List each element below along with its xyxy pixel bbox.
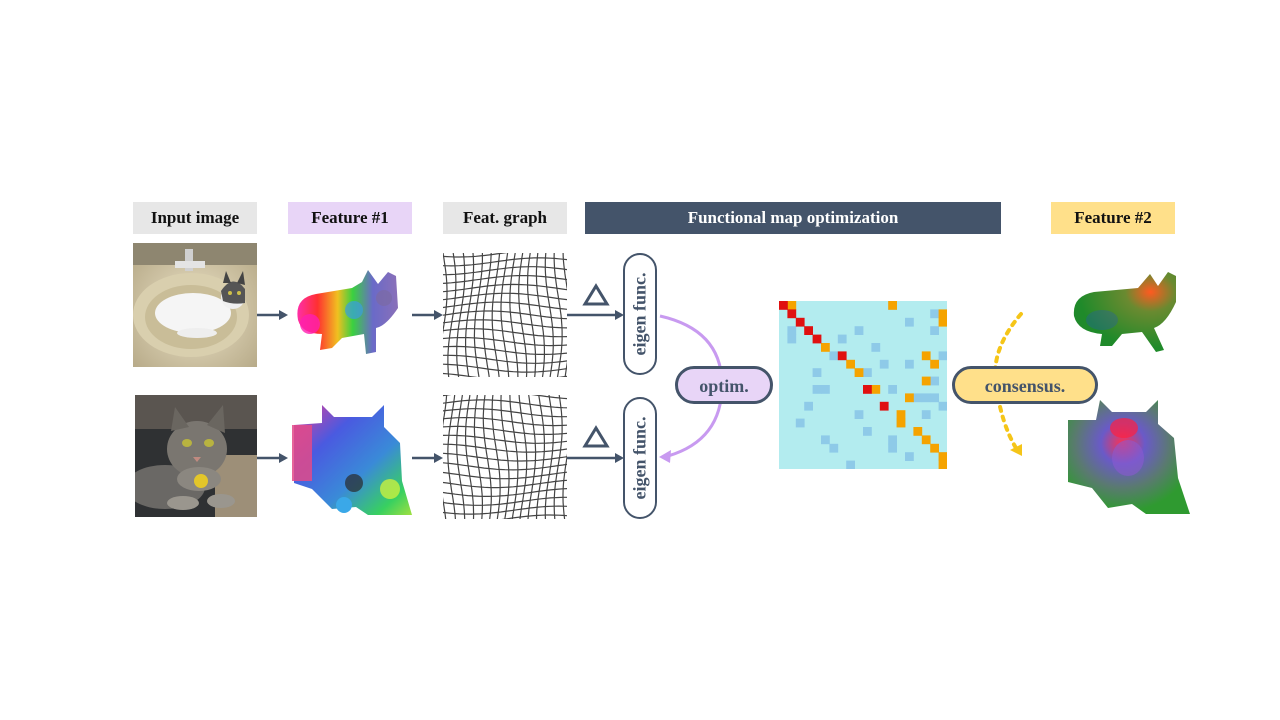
matrix-cell (837, 334, 847, 344)
matrix-cell (879, 401, 889, 411)
feat-graph-bottom (443, 395, 567, 519)
matrix-cell (854, 326, 864, 335)
matrix-cell (804, 401, 813, 411)
header-input-image: Input image (133, 202, 257, 234)
laplacian-triangle-icon (582, 425, 610, 448)
matrix-cell (905, 359, 914, 369)
matrix-cell (896, 418, 906, 428)
matrix-cell (938, 460, 947, 469)
feature2-map-top (1072, 270, 1176, 354)
header-feature-2: Feature #2 (1051, 202, 1175, 234)
laplacian-triangle-icon (582, 283, 610, 306)
matrix-cell (863, 368, 872, 377)
matrix-cell (913, 393, 923, 403)
matrix-cell (930, 393, 939, 403)
matrix-cell (829, 443, 839, 453)
matrix-cell (930, 359, 939, 369)
matrix-cell (938, 317, 947, 327)
eigen-func-node-top: eigen func. (623, 253, 657, 375)
matrix-cell (921, 435, 931, 445)
matrix-cell (812, 385, 822, 394)
optim-node: optim. (675, 366, 773, 404)
matrix-cell (930, 309, 939, 319)
matrix-cell (795, 317, 805, 327)
matrix-cell (921, 393, 931, 403)
matrix-cell (846, 460, 855, 469)
matrix-cell (888, 443, 897, 453)
matrix-cell (888, 385, 897, 394)
arrow-right-icon (412, 310, 443, 320)
matrix-cell (779, 301, 788, 310)
matrix-cell (930, 376, 939, 386)
matrix-cell (829, 351, 839, 361)
header-feature-1: Feature #1 (288, 202, 412, 234)
matrix-cell (905, 317, 914, 327)
eigen-func-node-bottom: eigen func. (623, 397, 657, 519)
matrix-cell (930, 443, 939, 453)
matrix-cell (787, 301, 797, 310)
matrix-cell (921, 376, 931, 386)
matrix-cell (871, 385, 881, 394)
matrix-cell (888, 301, 897, 310)
matrix-cell (938, 351, 947, 361)
matrix-cell (888, 435, 897, 445)
header-functional-map: Functional map optimization (585, 202, 1001, 234)
matrix-cell (812, 334, 822, 344)
matrix-cell (787, 309, 797, 319)
arrow-right-icon (412, 453, 443, 463)
arrow-right-icon (257, 453, 288, 463)
matrix-cell (787, 326, 797, 335)
input-image-top (133, 243, 257, 367)
arrow-right-icon (567, 453, 624, 463)
matrix-cell (905, 393, 914, 403)
matrix-cell (913, 427, 923, 436)
consensus-node: consensus. (952, 366, 1098, 404)
matrix-cell (938, 452, 947, 461)
arrow-right-icon (257, 310, 288, 320)
matrix-cell (804, 326, 813, 335)
matrix-cell (921, 351, 931, 361)
arrow-right-icon (567, 310, 624, 320)
header-feat-graph: Feat. graph (443, 202, 567, 234)
matrix-cell (863, 427, 872, 436)
matrix-cell (938, 309, 947, 319)
matrix-cell (821, 343, 830, 352)
matrix-cell (863, 385, 872, 394)
matrix-cell (854, 410, 864, 419)
feature1-map-bottom (292, 403, 414, 516)
matrix-cell (896, 410, 906, 419)
matrix-cell (821, 435, 830, 445)
matrix-cell (812, 368, 822, 377)
matrix-cell (854, 368, 864, 377)
matrix-cell (871, 343, 881, 352)
matrix-cell (879, 359, 889, 369)
functional-map-matrix (779, 301, 947, 469)
matrix-cell (846, 359, 855, 369)
feature2-map-bottom (1066, 398, 1190, 516)
input-image-bottom (135, 395, 257, 517)
matrix-cell (930, 326, 939, 335)
matrix-cell (938, 401, 947, 411)
matrix-cell (795, 418, 805, 428)
matrix-cell (837, 351, 847, 361)
matrix-cell (821, 385, 830, 394)
matrix-cell (921, 410, 931, 419)
matrix-cell (905, 452, 914, 461)
matrix-cell (787, 334, 797, 344)
feature1-map-top (290, 268, 402, 358)
feat-graph-top (443, 253, 567, 377)
